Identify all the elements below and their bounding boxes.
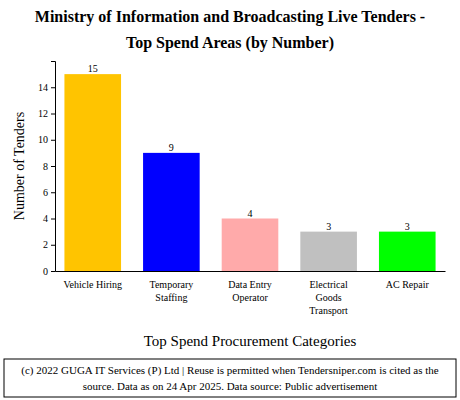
- y-tick: 12: [38, 108, 55, 119]
- title: Ministry of Information and Broadcasting…: [35, 8, 425, 52]
- data-label: 4: [248, 208, 253, 219]
- bar: [64, 74, 121, 271]
- x-tick-label-line: AC Repair: [386, 279, 430, 290]
- y-tick-mark: [51, 192, 55, 193]
- y-tick: 6: [43, 187, 55, 198]
- y-tick: 8: [43, 161, 55, 172]
- y-tick: 0: [43, 266, 55, 277]
- y-tick-label: 6: [43, 187, 48, 198]
- y-tick: 4: [43, 213, 55, 224]
- x-tick-label-line: Transport: [309, 305, 348, 316]
- x-tick: Temporary Staffing: [150, 271, 194, 303]
- bar: [379, 232, 436, 271]
- y-tick-label: 0: [43, 266, 48, 277]
- data-label: 9: [169, 142, 174, 153]
- data-label: 15: [88, 63, 98, 74]
- data-label: 3: [326, 221, 331, 232]
- y-tick-mark: [51, 245, 55, 246]
- x-tick-label-line: Vehicle Hiring: [63, 279, 122, 290]
- x-tick-label: Data Entry Operator: [228, 279, 272, 303]
- x-tick-label-line: Data Entry: [228, 279, 272, 290]
- y-tick-mark: [51, 166, 55, 167]
- chart: Ministry of Information and Broadcasting…: [0, 0, 460, 400]
- title-line: Ministry of Information and Broadcasting…: [35, 8, 425, 26]
- y-tick: 2: [43, 239, 55, 250]
- y-axis: 0 2 4 6 8 10 12 14: [38, 62, 56, 277]
- x-tick-label: Electrical Goods Transport: [309, 279, 348, 316]
- x-tick-label-line: Staffing: [155, 292, 187, 303]
- y-tick: 10: [38, 134, 55, 145]
- x-tick-label: Vehicle Hiring: [63, 279, 122, 290]
- footer-box: [4, 359, 456, 397]
- y-tick: 14: [38, 82, 55, 93]
- bar: [143, 153, 200, 271]
- y-tick-label: 8: [43, 161, 48, 172]
- title-line: Top Spend Areas (by Number): [126, 34, 334, 52]
- footer-line: (c) 2022 GUGA IT Services (P) Ltd | Reus…: [21, 364, 439, 377]
- x-tick: Data Entry Operator: [228, 271, 272, 303]
- x-tick: AC Repair: [386, 271, 430, 290]
- y-tick-mark: [51, 271, 55, 272]
- bars: [64, 74, 435, 271]
- y-tick-label: 14: [38, 82, 48, 93]
- x-tick-label-line: Electrical: [309, 279, 348, 290]
- x-tick-label-line: Temporary: [150, 279, 194, 290]
- y-tick-label: 4: [43, 213, 48, 224]
- y-tick-mark: [51, 140, 55, 141]
- y-tick-label: 12: [38, 108, 48, 119]
- x-axis-line: [56, 271, 446, 272]
- y-tick-mark: [51, 114, 55, 115]
- footer: (c) 2022 GUGA IT Services (P) Ltd | Reus…: [21, 364, 439, 392]
- x-tick: Electrical Goods Transport: [309, 271, 348, 316]
- y-tick-label: 2: [43, 239, 48, 250]
- x-axis: Vehicle Hiring Temporary Staffing Data Entr…: [56, 271, 446, 316]
- bar: [222, 219, 279, 272]
- y-tick-label: 10: [38, 134, 48, 145]
- y-tick-mark: [51, 219, 55, 220]
- data-labels: 15 9 4 3 3: [88, 63, 410, 232]
- x-tick-label-line: Goods: [316, 292, 342, 303]
- data-label: 3: [405, 221, 410, 232]
- y-axis-title: Number of Tenders: [12, 112, 27, 220]
- x-tick-label: Temporary Staffing: [150, 279, 194, 303]
- x-tick-label-line: Operator: [232, 292, 268, 303]
- footer-line: source. Data as on 24 Apr 2025. Data sou…: [83, 380, 377, 392]
- y-axis-line: [51, 62, 56, 272]
- x-tick: Vehicle Hiring: [63, 271, 122, 290]
- x-axis-title: Top Spend Procurement Categories: [144, 333, 357, 349]
- x-tick-label: AC Repair: [386, 279, 430, 290]
- bar: [300, 232, 357, 271]
- y-tick-mark: [51, 87, 55, 88]
